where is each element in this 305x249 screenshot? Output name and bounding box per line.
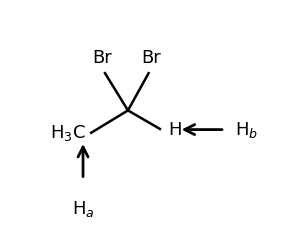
Text: Br: Br [92,49,112,67]
Text: H: H [168,121,182,139]
Text: H$_b$: H$_b$ [235,120,259,140]
Text: Br: Br [142,49,161,67]
Text: H$_a$: H$_a$ [72,199,94,219]
Text: H$_3$C: H$_3$C [50,124,85,143]
